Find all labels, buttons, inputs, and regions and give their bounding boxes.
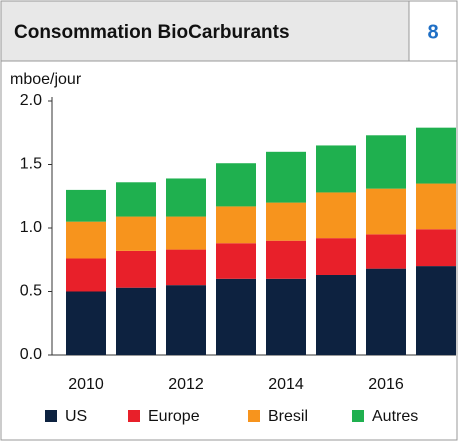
bar-segment — [116, 216, 156, 251]
bar-segment — [316, 145, 356, 193]
legend-swatch — [128, 410, 140, 422]
badge: 8 — [427, 21, 438, 43]
x-tick-label: 2014 — [268, 376, 304, 393]
bar-segment — [366, 234, 406, 269]
bar-segment — [216, 243, 256, 279]
bar-segment — [216, 206, 256, 244]
x-tick-label: 2012 — [168, 376, 204, 393]
bar-segment — [416, 127, 456, 184]
bar-segment — [366, 268, 406, 355]
bar-segment — [116, 182, 156, 217]
bar-segment — [66, 189, 106, 222]
legend-swatch — [352, 410, 364, 422]
bar-segment — [116, 287, 156, 355]
badge-box — [408, 0, 458, 62]
y-tick-label: 0.5 — [20, 283, 42, 300]
bar-segment — [266, 151, 306, 203]
bar-segment — [416, 183, 456, 230]
legend-label: Bresil — [268, 408, 308, 425]
bar-segment — [266, 202, 306, 241]
bar-segment — [366, 135, 406, 189]
x-tick-label: 2016 — [368, 376, 404, 393]
bar-segment — [416, 266, 456, 355]
legend-swatch — [248, 410, 260, 422]
bar-segment — [166, 249, 206, 286]
bar-segment — [216, 278, 256, 355]
bar-segment — [166, 216, 206, 250]
bar-segment — [116, 250, 156, 288]
y-tick-label: 2.0 — [20, 92, 42, 109]
bar-segment — [166, 178, 206, 217]
bar-segment — [66, 221, 106, 259]
y-tick-label: 0.0 — [20, 346, 42, 363]
bar-segment — [316, 274, 356, 355]
header — [0, 0, 410, 62]
bar-segment — [216, 163, 256, 207]
bar-segment — [416, 229, 456, 267]
bar-segment — [66, 258, 106, 292]
bar-segment — [266, 240, 306, 279]
bar-segment — [166, 285, 206, 355]
y-axis-label: mboe/jour — [10, 71, 82, 88]
legend-label: US — [65, 408, 87, 425]
bar-segment — [66, 291, 106, 355]
bar-segment — [366, 188, 406, 235]
bar-segment — [316, 238, 356, 275]
legend-label: Europe — [148, 408, 200, 425]
chart-title: Consommation BioCarburants — [14, 22, 290, 43]
x-tick-label: 2010 — [68, 376, 104, 393]
legend-swatch — [45, 410, 57, 422]
legend-label: Autres — [372, 408, 418, 425]
y-tick-label: 1.0 — [20, 219, 42, 236]
y-tick-label: 1.5 — [20, 156, 42, 173]
bar-segment — [316, 192, 356, 239]
bar-segment — [266, 278, 306, 355]
